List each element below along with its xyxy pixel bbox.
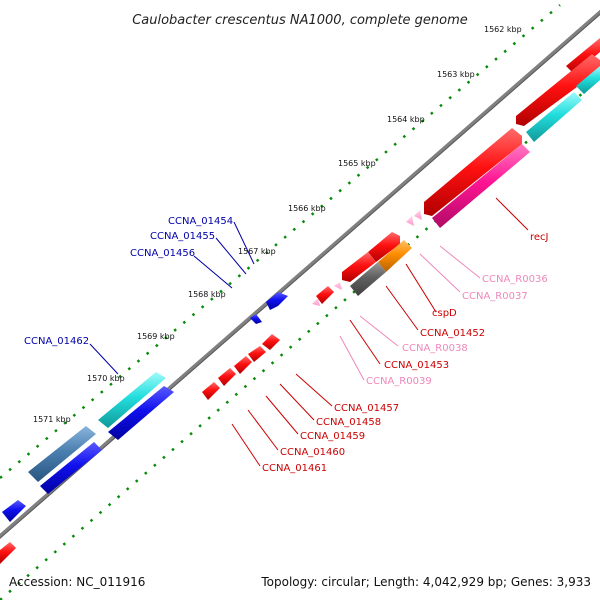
gene-label-ccna-01456[interactable]: CCNA_01456	[130, 248, 195, 259]
scale-label: 1569 kbp	[137, 332, 175, 341]
feature-cspd	[378, 240, 412, 272]
scale-label: 1563 kbp	[437, 70, 475, 79]
tick-guides	[0, 4, 600, 600]
feature-red-reverse	[248, 346, 266, 362]
feature-red-forward	[316, 286, 334, 304]
gene-label-ccna-01454[interactable]: CCNA_01454	[168, 216, 233, 227]
callout-line	[215, 237, 247, 275]
feature-rna-r0037	[406, 216, 414, 226]
callout-line	[349, 319, 381, 365]
callout-line	[419, 253, 461, 293]
gene-label-ccna-r0039[interactable]: CCNA_R0039	[366, 376, 432, 387]
callout-line	[193, 255, 233, 289]
feature-blue	[2, 500, 26, 522]
map-title: Caulobacter crescentus NA1000, complete …	[132, 13, 468, 28]
callout-line	[385, 285, 419, 331]
feature-cyan-reverse	[98, 372, 166, 428]
callout-line	[265, 395, 299, 435]
callout-line	[495, 197, 529, 231]
scale-label: 1562 kbp	[484, 25, 522, 34]
feature-blue	[266, 292, 288, 310]
gene-labels: recJ CCNA_R0036 CCNA_R0037 cspD CCNA_014…	[24, 216, 549, 474]
callout-line	[359, 315, 399, 347]
feature-blue-reverse	[40, 442, 102, 494]
feature-rna-r0039	[312, 298, 320, 306]
outer-tick-guide	[0, 4, 561, 479]
feature-recj	[424, 128, 522, 216]
genome-info-text: Topology: circular; Length: 4,042,929 bp…	[260, 575, 591, 589]
scale-labels: 1562 kbp 1563 kbp 1564 kbp 1565 kbp 1566…	[33, 25, 522, 424]
scale-label: 1565 kbp	[338, 159, 376, 168]
feature-cyan-forward	[526, 92, 582, 142]
gene-label-ccna-r0038[interactable]: CCNA_R0038	[402, 343, 468, 354]
gene-label-ccna-01455[interactable]: CCNA_01455	[150, 231, 215, 242]
feature-cyan-forward	[576, 66, 600, 94]
scale-label: 1568 kbp	[188, 290, 226, 299]
gene-label-cspd[interactable]: cspD	[432, 308, 457, 319]
inner-tick-guide	[0, 77, 600, 600]
gene-label-ccna-01458[interactable]: CCNA_01458	[316, 417, 381, 428]
gene-label-ccna-01453[interactable]: CCNA_01453	[384, 360, 449, 371]
callout-line	[89, 343, 119, 375]
gene-label-ccna-01462[interactable]: CCNA_01462	[24, 336, 89, 347]
feature-red-forward	[566, 38, 600, 74]
callout-line	[233, 221, 255, 265]
gene-label-ccna-r0037[interactable]: CCNA_R0037	[462, 291, 528, 302]
scale-label: 1564 kbp	[387, 115, 425, 124]
feature-red-reverse	[234, 356, 252, 374]
feature-red-reverse	[202, 382, 220, 400]
callout-line	[405, 263, 437, 313]
feature-blue	[250, 314, 262, 324]
feature-red-forward	[368, 232, 400, 262]
callout-lines	[89, 197, 529, 467]
scale-label: 1567 kbp	[238, 247, 276, 256]
feature-gray	[350, 262, 386, 296]
callout-line	[339, 335, 365, 381]
gene-label-ccna-r0036[interactable]: CCNA_R0036	[482, 274, 548, 285]
feature-red-reverse	[262, 334, 280, 350]
feature-red-reverse	[0, 542, 16, 564]
feature-red-forward	[342, 252, 376, 282]
accession-text: Accession: NC_011916	[9, 575, 145, 589]
callout-line	[247, 409, 279, 451]
feature-rna-r0038	[334, 282, 342, 290]
gene-label-ccna-01452[interactable]: CCNA_01452	[420, 328, 485, 339]
callout-line	[231, 423, 261, 467]
feature-steel	[28, 426, 96, 482]
callout-line	[279, 383, 315, 421]
scale-label: 1570 kbp	[87, 374, 125, 383]
scale-label: 1571 kbp	[33, 415, 71, 424]
callout-line	[295, 373, 333, 407]
feature-red-reverse	[218, 368, 236, 386]
feature-magenta	[432, 144, 530, 228]
callout-line	[439, 245, 481, 279]
gene-label-ccna-01457[interactable]: CCNA_01457	[334, 403, 399, 414]
feature-blue-reverse	[108, 386, 174, 440]
gene-label-recj[interactable]: recJ	[530, 232, 549, 243]
gene-label-ccna-01461[interactable]: CCNA_01461	[262, 463, 327, 474]
feature-rna-r0036	[414, 210, 422, 220]
scale-label: 1566 kbp	[288, 204, 326, 213]
feature-red-forward	[516, 54, 600, 126]
gene-label-ccna-01460[interactable]: CCNA_01460	[280, 447, 345, 458]
gene-label-ccna-01459[interactable]: CCNA_01459	[300, 431, 365, 442]
